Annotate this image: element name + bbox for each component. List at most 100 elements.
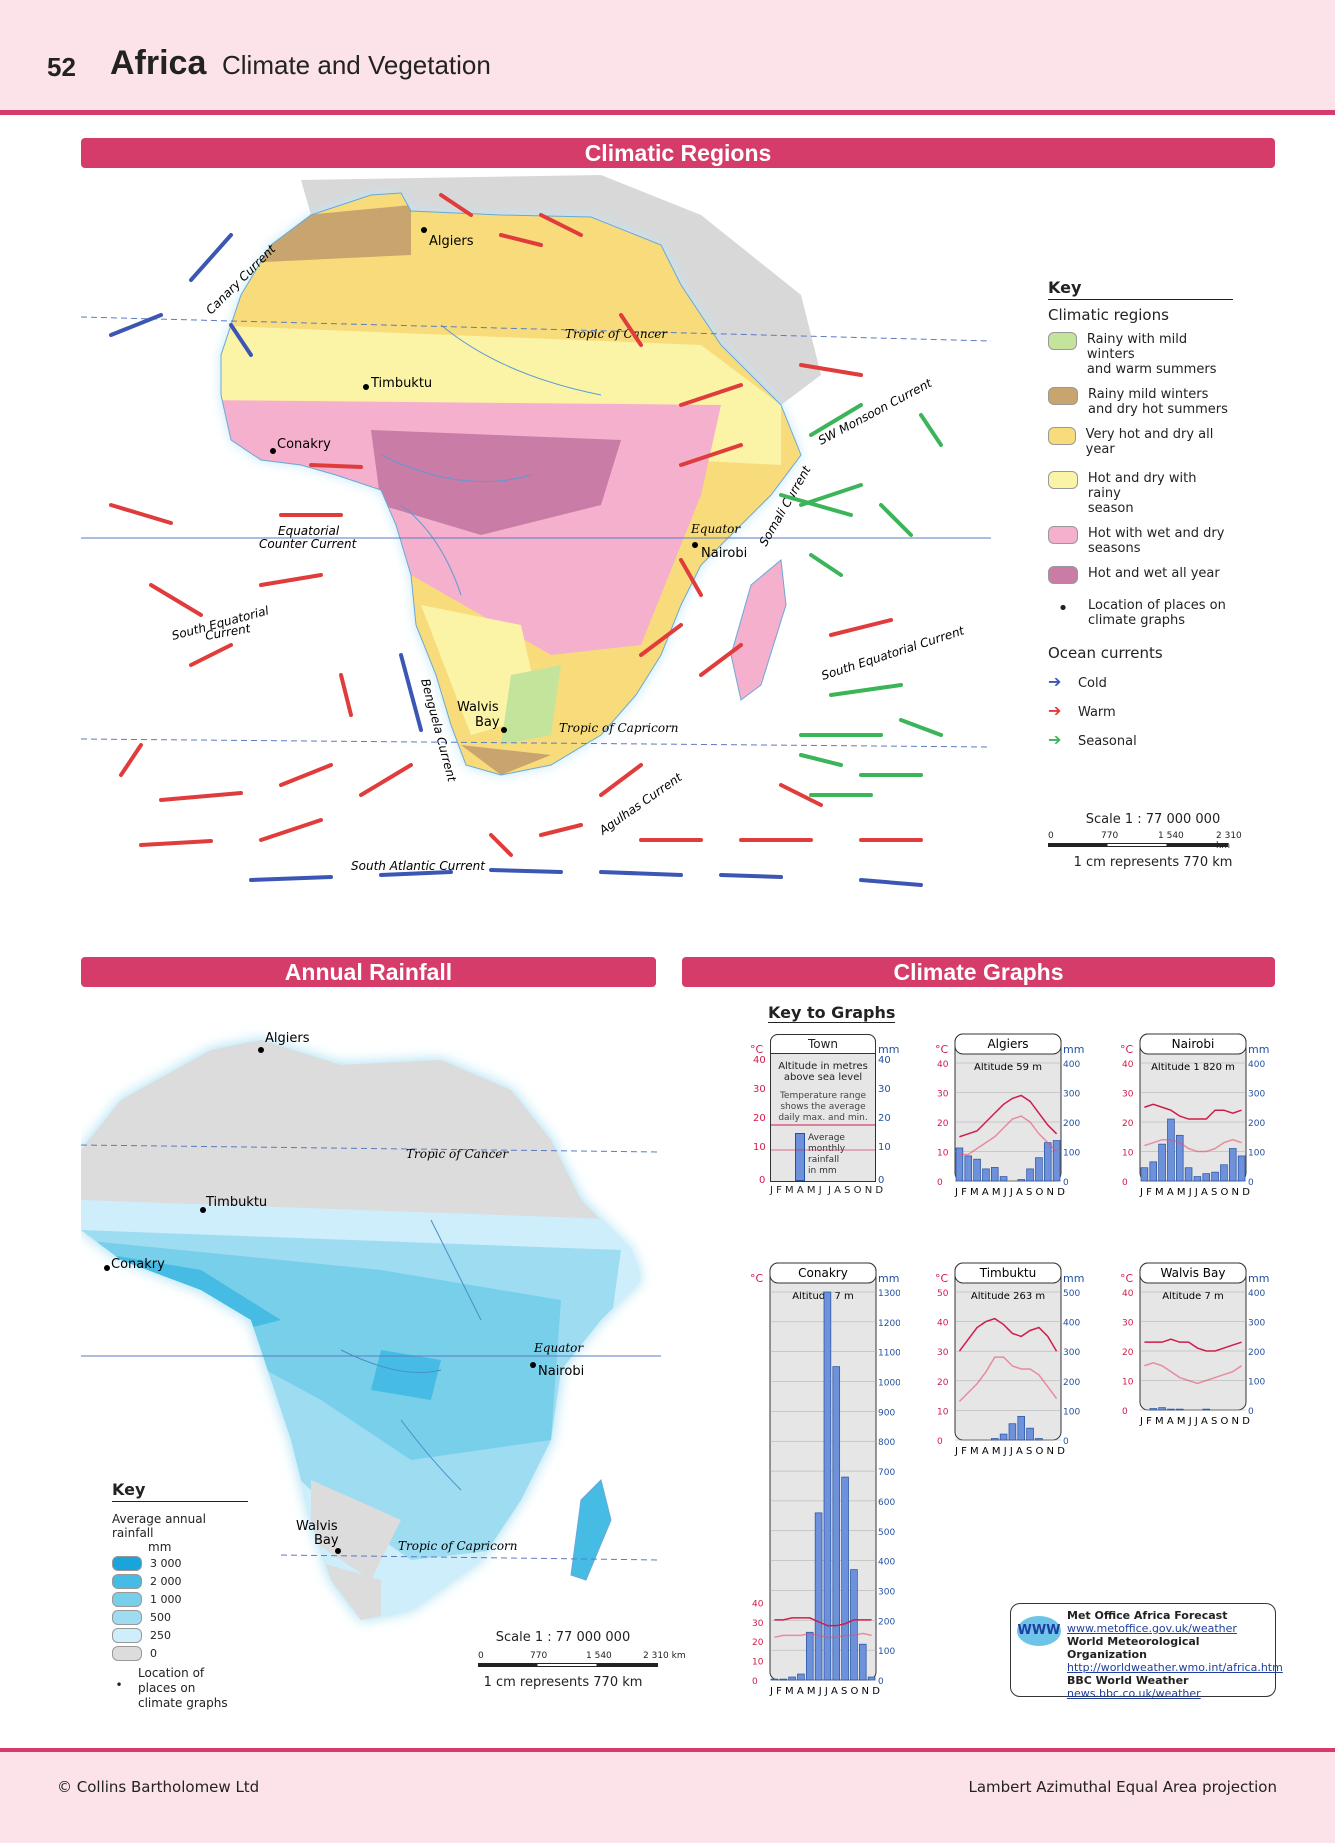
key-graph-town: Town xyxy=(770,1034,876,1054)
temp-min-line xyxy=(959,1115,1058,1156)
rainfall-bar xyxy=(770,1678,779,1681)
rainfall-bar xyxy=(1158,1407,1166,1411)
rain-tick-label: 700 xyxy=(878,1468,895,1478)
rainfall-bar xyxy=(1043,1142,1052,1182)
temp-max-line xyxy=(958,1317,1058,1352)
rain-place-conakry: Conakry xyxy=(111,1257,165,1272)
key-item-hot-wet-dry: Hot with wet and dry seasons xyxy=(1048,526,1233,556)
rainfall-bar xyxy=(788,1676,796,1681)
rainfall-bar xyxy=(1175,1408,1184,1411)
svg-text:400: 400 xyxy=(878,1055,890,1066)
rain-tick-label: 1300 xyxy=(878,1289,900,1299)
rain-tick-label: 0 xyxy=(1063,1437,1069,1447)
climate-graphs-heading: Climate Graphs xyxy=(682,957,1275,987)
temp-tick-label: 0 xyxy=(1122,1407,1128,1417)
rain-tick-label: 0 xyxy=(1248,1178,1254,1188)
climate-graph-walvis-bay: Walvis Bay Altitude 7 m °C mm 0 100 200 300 400 0… xyxy=(1120,1262,1269,1427)
rainfall-bar xyxy=(1017,1415,1026,1441)
graph-temp-unit: °C xyxy=(935,1043,949,1056)
temp-tick-label: 10 xyxy=(752,1658,764,1668)
temp-min-line xyxy=(774,1632,872,1639)
rainfall-bar xyxy=(832,1366,841,1681)
temp-tick-label: 30 xyxy=(1122,1319,1134,1329)
graph-title-box xyxy=(1139,1033,1247,1055)
rainfall-bar xyxy=(999,1176,1008,1182)
rain-tick-label: 100 xyxy=(878,1647,895,1657)
rainfall-key: Key Average annual rainfall mm 3 000 2 0… xyxy=(112,1480,248,1711)
graph-title-box xyxy=(769,1262,877,1284)
graph-months: J F M A M J J A S O N D xyxy=(1139,1416,1250,1427)
rain-equator-label: Equator xyxy=(533,1341,584,1355)
place-algiers: Algiers xyxy=(429,234,474,249)
temp-max-line xyxy=(774,1617,872,1627)
rain-tick-label: 500 xyxy=(1063,1289,1080,1299)
rain-key-1000: 1 000 xyxy=(112,1590,248,1608)
graph-title: Algiers xyxy=(987,1037,1028,1051)
rain-key-3000: 3 000 xyxy=(112,1554,248,1572)
rainfall-bar xyxy=(797,1673,805,1681)
rain-tick-label: 600 xyxy=(878,1498,895,1508)
graph-title: Walvis Bay xyxy=(1161,1266,1226,1280)
rain-tick-label: 800 xyxy=(878,1438,895,1448)
rain-tick-label: 100 xyxy=(1248,1149,1265,1159)
rainfall-bar xyxy=(1184,1167,1193,1182)
rainfall-bar xyxy=(964,1155,973,1182)
svg-text:40: 40 xyxy=(753,1055,766,1066)
www-link-bbc[interactable]: news.bbc.co.uk/weather xyxy=(1067,1687,1201,1700)
rainfall-bar xyxy=(990,1167,999,1182)
rain-tick-label: 200 xyxy=(1248,1119,1265,1129)
graph-panel xyxy=(1139,1262,1247,1411)
www-link-wmo[interactable]: http://worldweather.wmo.int/africa.htm xyxy=(1067,1661,1283,1674)
rain-tick-label: 400 xyxy=(1248,1289,1265,1299)
rain-place-nairobi: Nairobi xyxy=(538,1364,584,1379)
graph-altitude: Altitude 263 m xyxy=(971,1291,1045,1302)
graph-title-box xyxy=(1139,1262,1247,1284)
graph-panel xyxy=(954,1262,1062,1441)
graph-months: J F M A M J J A S O N D xyxy=(769,1686,880,1697)
rainfall-bar xyxy=(779,1678,788,1681)
graph-months: J F M A M J J A S O N D xyxy=(1139,1187,1250,1198)
temp-tick-label: 30 xyxy=(1122,1090,1134,1100)
rain-tick-label: 100 xyxy=(1063,1149,1080,1159)
rainfall-bar xyxy=(1167,1118,1175,1182)
rain-key-0: 0 xyxy=(112,1644,248,1662)
rain-key-location: • Location of places on climate graphs xyxy=(115,1666,228,1710)
rainfall-bar xyxy=(1149,1161,1158,1182)
temp-tick-label: 40 xyxy=(937,1060,949,1070)
svg-text:10: 10 xyxy=(753,1142,766,1153)
temp-tick-label: 20 xyxy=(1122,1348,1134,1358)
rain-tick-label: 500 xyxy=(878,1528,895,1538)
svg-text:100: 100 xyxy=(878,1142,890,1153)
graph-altitude: Altitude 59 m xyxy=(974,1062,1042,1073)
temp-tick-label: 30 xyxy=(937,1090,949,1100)
rainfall-bar xyxy=(858,1643,867,1681)
rainfall-map-scale: Scale 1 : 77 000 000 0 770 1 540 2 310 km 1… xyxy=(478,1630,686,1690)
climate-graph-algiers: Algiers Altitude 59 m °C mm 0 100 200 300 400 0 10… xyxy=(935,1033,1084,1198)
place-nairobi: Nairobi xyxy=(701,546,747,561)
rainfall-bar xyxy=(1017,1179,1026,1182)
graph-altitude: Altitude 7 m xyxy=(792,1291,854,1302)
svg-text:20: 20 xyxy=(753,1113,766,1124)
rainfall-bar xyxy=(814,1512,823,1681)
temp-min-line xyxy=(1144,1362,1242,1385)
rain-tick-label: 200 xyxy=(878,1617,895,1627)
rainfall-bar xyxy=(999,1433,1008,1441)
annual-rainfall-map: Tropic of Cancer Equator Tropic of Capri… xyxy=(81,1031,661,1620)
temp-tick-label: 50 xyxy=(937,1289,949,1299)
rain-tick-label: 1000 xyxy=(878,1379,900,1389)
graph-title: Conakry xyxy=(798,1266,848,1280)
www-icon: WWW xyxy=(1017,1616,1061,1646)
place-timbuktu: Timbuktu xyxy=(370,376,432,391)
annual-rainfall-heading: Annual Rainfall xyxy=(81,957,656,987)
page-number: 52 xyxy=(47,52,76,82)
rain-place-walvis: Walvis xyxy=(296,1519,338,1534)
rainfall-bar xyxy=(850,1569,858,1681)
ocean-currents-heading: Ocean currents xyxy=(1048,644,1163,662)
graph-title: Nairobi xyxy=(1172,1037,1215,1051)
www-link-metoffice[interactable]: www.metoffice.gov.uk/weather xyxy=(1067,1622,1237,1635)
